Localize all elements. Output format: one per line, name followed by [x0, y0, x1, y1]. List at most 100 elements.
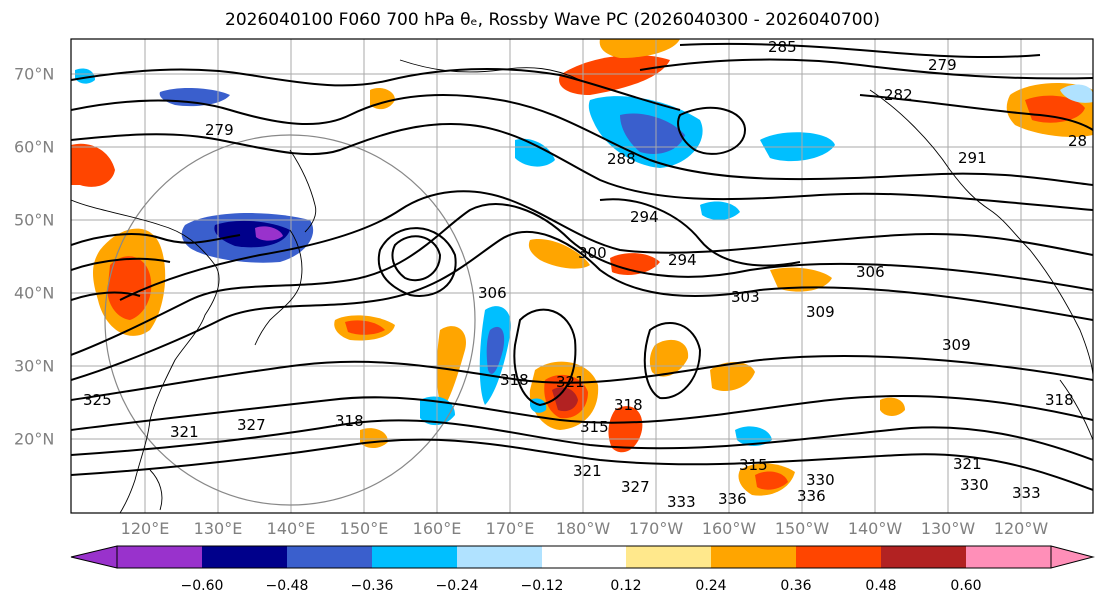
- colorbar-tick: −0.48: [265, 578, 309, 594]
- anomaly-patch: [71, 143, 115, 187]
- contour-line: [71, 395, 1093, 431]
- contour-label: 315: [580, 418, 609, 436]
- contour-label: 309: [942, 336, 971, 354]
- contour-label: 321: [170, 423, 199, 441]
- lon-label-150e: 150°E: [339, 519, 389, 538]
- contour-label: 318: [614, 396, 643, 414]
- contour-line: [643, 321, 702, 400]
- negative-anomaly-patches: [75, 68, 1093, 446]
- colorbar-bin: [881, 546, 966, 568]
- contour-line: [71, 419, 1093, 461]
- lon-label-130e: 130°E: [193, 519, 243, 538]
- contour-label: 282: [884, 86, 913, 104]
- map-title: 2026040100 F060 700 hPa θₑ, Rossby Wave …: [225, 10, 880, 30]
- colorbar: [70, 545, 1095, 569]
- anomaly-patch: [107, 256, 152, 320]
- colorbar-bin: [711, 546, 796, 568]
- lon-label-130w: 130°W: [920, 519, 976, 538]
- coastline-kamchatka: [289, 149, 317, 233]
- lat-label-40n: 40°N: [14, 283, 55, 303]
- contour-line: [71, 291, 141, 301]
- colorbar-tick: 0.48: [865, 578, 897, 594]
- colorbar-tick: −0.12: [520, 578, 564, 594]
- anomaly-patch: [700, 201, 740, 220]
- contour-label: 288: [607, 150, 636, 168]
- colorbar-tick: −0.36: [350, 578, 394, 594]
- contour-label: 336: [797, 487, 826, 505]
- colorbar-extend-left: [70, 545, 118, 569]
- coastline-alaska: [869, 89, 1093, 376]
- contour-labels: 285 279 282 291 28 279 288 294 300 294 3…: [83, 39, 1087, 511]
- colorbar-tick: 0.36: [780, 578, 812, 594]
- lon-label-180w: 180°W: [555, 519, 611, 538]
- contour-label: 318: [1045, 391, 1074, 409]
- contour-line: [599, 198, 801, 267]
- anomaly-patch: [880, 397, 905, 416]
- anomaly-patch: [608, 406, 643, 453]
- colorbar-tick: −0.24: [435, 578, 479, 594]
- colorbar-bin: [457, 546, 542, 568]
- anomaly-patch: [255, 226, 283, 241]
- contour-line: [859, 94, 1093, 131]
- colorbar-tick: 0.12: [610, 578, 642, 594]
- contour-label: 309: [806, 303, 835, 321]
- contour-line: [71, 233, 241, 246]
- contour-line: [71, 123, 1093, 211]
- radius-ring: [104, 134, 476, 506]
- lon-label-140e: 140°E: [266, 519, 316, 538]
- contour-label: 318: [500, 371, 529, 389]
- anomaly-patch: [552, 387, 578, 412]
- colorbar-bin: [202, 546, 287, 568]
- anomaly-patch: [620, 113, 685, 155]
- anomaly-patch: [515, 138, 555, 167]
- lon-label-160e: 160°E: [412, 519, 462, 538]
- contour-line: [71, 257, 171, 271]
- contour-label: 315: [739, 456, 768, 474]
- contour-line: [119, 190, 1093, 301]
- anomaly-patch: [770, 267, 832, 292]
- colorbar-extend-right: [1050, 545, 1095, 569]
- colorbar-bin: [117, 546, 202, 568]
- anomaly-patch: [436, 326, 466, 410]
- lon-label-140w: 140°W: [847, 519, 903, 538]
- lon-label-150w: 150°W: [774, 519, 830, 538]
- lon-label-170e: 170°E: [485, 519, 535, 538]
- anomaly-patch: [710, 361, 755, 392]
- colorbar-bin: [372, 546, 457, 568]
- colorbar-bin: [542, 546, 626, 568]
- anomaly-patch: [528, 239, 590, 269]
- contour-label: 28: [1068, 132, 1087, 150]
- coastline-japan: [254, 229, 303, 346]
- contour-label: 294: [630, 208, 659, 226]
- anomaly-patch: [559, 55, 670, 95]
- contour-line: [71, 203, 1093, 356]
- contour-label: 333: [667, 493, 696, 511]
- anomaly-patch: [345, 320, 385, 335]
- contour-label: 321: [953, 455, 982, 473]
- coastline-philippines: [149, 469, 163, 511]
- lat-label-50n: 50°N: [14, 210, 55, 230]
- map-frame: [70, 38, 1094, 514]
- contour-line: [71, 231, 1093, 381]
- lon-label-170w: 170°W: [628, 519, 684, 538]
- anomaly-patch: [599, 39, 680, 58]
- anomaly-patch: [1060, 84, 1093, 103]
- contour-line: [679, 42, 1041, 59]
- colorbar-bin: [287, 546, 372, 568]
- contour-label: 279: [928, 56, 957, 74]
- contour-label: 336: [718, 490, 747, 508]
- contour-label: 303: [731, 288, 760, 306]
- contour-label: 306: [856, 263, 885, 281]
- contour-line: [377, 227, 457, 297]
- map-background: [71, 39, 1093, 513]
- anomaly-patch: [486, 326, 505, 374]
- contour-line: [513, 308, 577, 407]
- contour-label: 321: [556, 373, 585, 391]
- contour-label: 294: [668, 251, 697, 269]
- contour-label: 318: [335, 412, 364, 430]
- colorbar-bin: [796, 546, 881, 568]
- contour-label: 327: [237, 416, 266, 434]
- contour-label: 279: [205, 121, 234, 139]
- anomaly-patch: [649, 339, 689, 377]
